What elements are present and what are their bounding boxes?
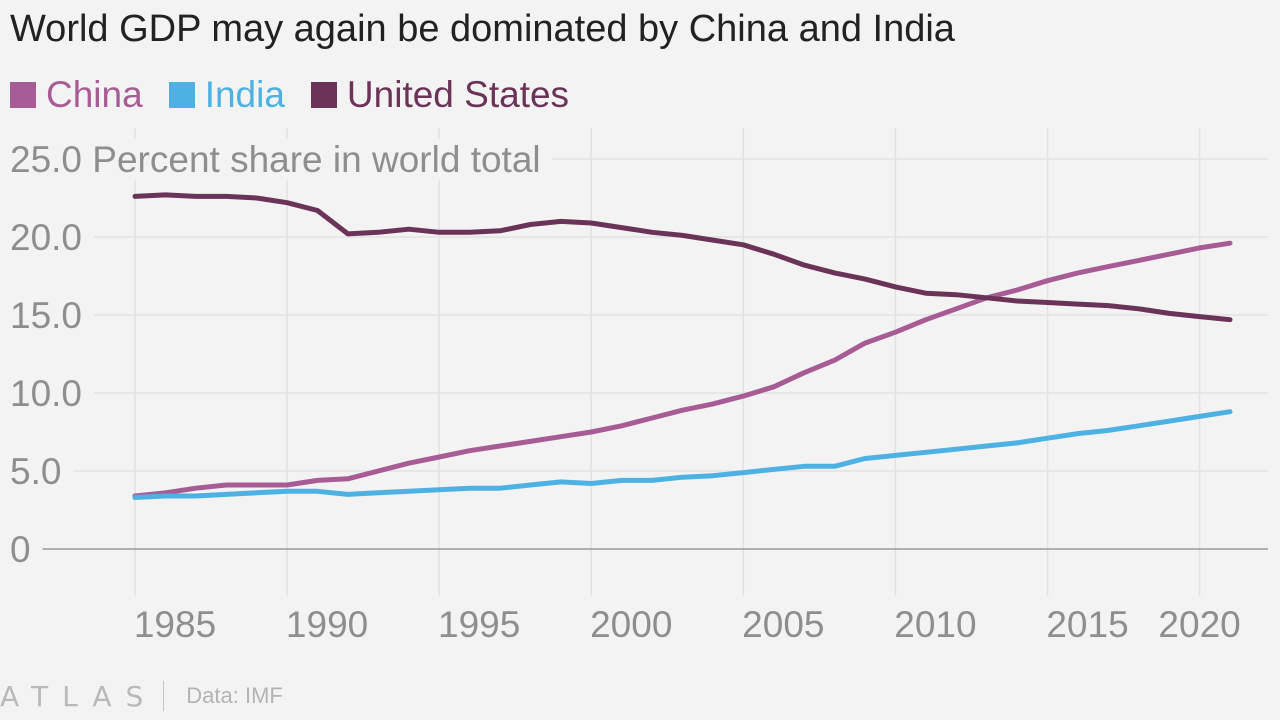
y-tick-label-bg <box>8 295 95 336</box>
y-tick-label-bg <box>8 451 74 492</box>
x-tick-label-1985: 1985 <box>134 604 216 645</box>
series-line-china <box>132 240 1233 499</box>
y-tick-label-bg <box>8 373 95 414</box>
x-tick-label-1995: 1995 <box>438 604 520 645</box>
series-line-india <box>132 409 1233 500</box>
y-tick-label-0: 0 <box>10 529 31 570</box>
legend: China India United States <box>10 74 569 116</box>
x-tick-label-2005: 2005 <box>742 604 824 645</box>
legend-item-united-states: United States <box>310 74 570 116</box>
footer-divider <box>163 681 165 711</box>
x-tick-label-2020: 2020 <box>1158 604 1240 645</box>
y-tick-label-bg <box>8 139 553 180</box>
y-tick-label-bg <box>8 529 43 570</box>
y-tick-label-25.0: 25.0 Percent share in world total <box>10 139 541 180</box>
legend-swatch-united-states <box>310 82 337 108</box>
y-tick-label-20.0: 20.0 <box>10 217 82 258</box>
x-tick-label-1990: 1990 <box>286 604 368 645</box>
chart-title: World GDP may again be dominated by Chin… <box>10 8 955 50</box>
legend-item-china: China <box>10 74 143 116</box>
atlas-logo: ATLAS <box>0 679 158 713</box>
legend-label-china: China <box>46 74 143 115</box>
legend-item-india: India <box>168 74 285 116</box>
y-tick-label-5.0: 5.0 <box>10 451 61 492</box>
x-tick-label-2015: 2015 <box>1046 604 1128 645</box>
y-tick-label-15.0: 15.0 <box>10 295 82 336</box>
series-line-united-states <box>132 192 1233 323</box>
y-tick-label-10.0: 10.0 <box>10 373 82 414</box>
data-source: Data: IMF <box>186 683 283 708</box>
legend-swatch-india <box>168 82 195 108</box>
y-tick-label-bg <box>8 217 95 258</box>
legend-swatch-china <box>10 82 36 108</box>
x-tick-label-2000: 2000 <box>590 604 672 645</box>
legend-label-india: India <box>204 74 285 115</box>
x-tick-label-2010: 2010 <box>894 604 976 645</box>
footer: ATLAS Data: IMF <box>0 676 283 716</box>
legend-label-united-states: United States <box>346 74 570 115</box>
